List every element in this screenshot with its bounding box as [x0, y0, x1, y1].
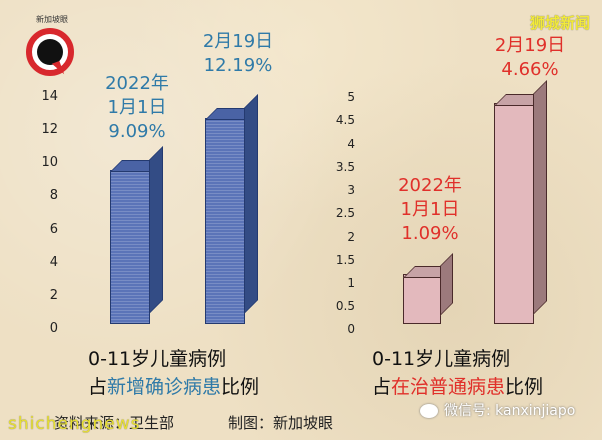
bar-label-jan1: 2022年 1月1日 9.09%: [105, 73, 169, 142]
source-note: 资料来源：卫生部: [54, 414, 175, 432]
y-tick: 10: [41, 155, 58, 170]
y-tick: 8: [49, 188, 58, 203]
y-tick: 4.5: [335, 113, 355, 127]
y-tick: 2: [347, 230, 355, 244]
watermark: shichengnews: [8, 414, 141, 434]
y-tick: 6: [49, 222, 58, 237]
y-tick: 0.5: [335, 299, 355, 313]
bar-label-feb19: 2月19日 12.19%: [202, 31, 274, 76]
wechat-id: 微信号: kanxinjiapo: [420, 400, 575, 420]
bar-label-jan1: 2022年 1月1日 1.09%: [398, 175, 462, 244]
y-tick: 1: [347, 276, 355, 290]
y-tick: 0: [347, 322, 355, 336]
y-tick: 3.5: [335, 160, 355, 174]
eye-icon: [26, 28, 74, 76]
bar-jan1: [110, 146, 163, 324]
y-tick: 2.5: [335, 206, 355, 220]
logo: 新加坡眼: [10, 6, 80, 86]
bar-feb19: [205, 94, 258, 324]
y-tick: 5: [347, 90, 355, 104]
right-caption: 0-11岁儿童病例 占在治普通病患比例: [372, 348, 544, 398]
bar-feb19: [494, 80, 547, 324]
wechat-icon: [420, 404, 438, 418]
y-tick: 4: [49, 255, 58, 270]
credit-note: 制图：新加坡眼: [228, 414, 334, 432]
brand-label: 狮城新闻: [529, 14, 590, 32]
y-tick: 14: [41, 89, 58, 104]
y-tick: 12: [41, 122, 58, 137]
y-tick: 1.5: [335, 253, 355, 267]
logo-text: 新加坡眼: [36, 15, 68, 24]
left-caption: 0-11岁儿童病例 占新增确诊病患比例: [88, 348, 260, 398]
y-tick: 3: [347, 183, 355, 197]
y-tick: 4: [347, 137, 355, 151]
y-tick: 0: [49, 321, 58, 336]
bar-label-feb19: 2月19日 4.66%: [494, 35, 566, 80]
y-tick: 2: [49, 288, 58, 303]
bar-jan1: [403, 253, 453, 324]
